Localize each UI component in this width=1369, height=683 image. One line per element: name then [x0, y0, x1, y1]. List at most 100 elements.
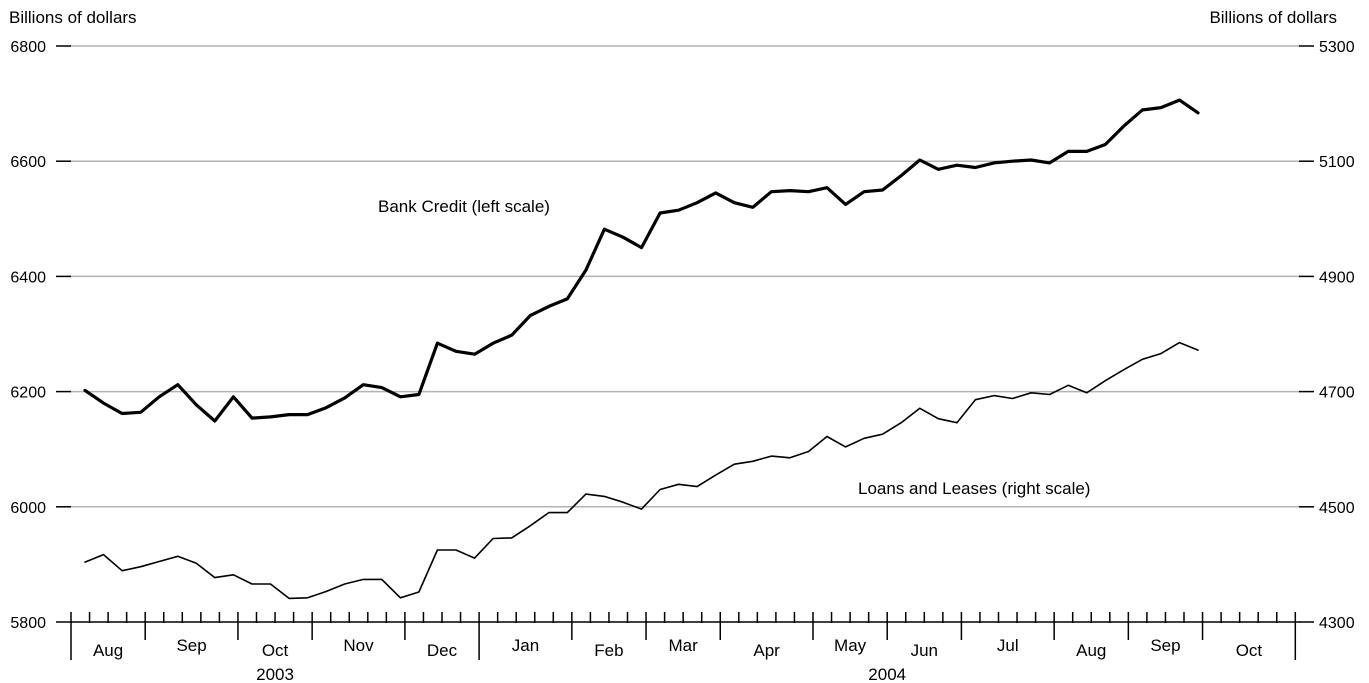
data-point — [808, 451, 809, 452]
data-point — [177, 384, 179, 386]
month-label: Aug — [1076, 641, 1106, 660]
year-label: 2004 — [868, 665, 906, 683]
data-point — [1104, 144, 1106, 145]
month-label: Dec — [427, 641, 458, 660]
data-point — [455, 350, 457, 352]
bank-credit-series — [83, 98, 1200, 423]
data-point — [140, 566, 142, 568]
data-point — [1179, 342, 1180, 344]
data-point — [1067, 150, 1069, 152]
data-point — [270, 416, 271, 418]
left-tick-label: 6400 — [10, 269, 46, 286]
left-axis: 6800 6600 6400 6200 6000 5800 — [10, 39, 71, 632]
data-point — [585, 269, 587, 271]
data-point — [974, 399, 976, 401]
data-point — [752, 206, 754, 208]
data-point — [492, 538, 494, 539]
data-point — [474, 557, 476, 559]
right-axis-title: Billions of dollars — [1209, 8, 1337, 27]
data-point — [733, 463, 735, 465]
data-point — [789, 190, 791, 192]
data-point — [214, 420, 216, 422]
data-point — [511, 334, 513, 336]
data-point — [307, 414, 309, 416]
data-point — [474, 353, 476, 355]
data-point — [659, 489, 661, 490]
data-point — [641, 508, 642, 510]
data-point — [585, 493, 587, 495]
right-axis: 5300 5100 4900 4700 4500 4300 — [1299, 39, 1355, 632]
data-point — [770, 191, 772, 193]
data-point — [418, 394, 420, 395]
data-point — [1067, 384, 1069, 386]
series-annotations: Bank Credit (left scale) Loans and Leases… — [378, 197, 1090, 498]
data-point — [937, 168, 939, 170]
data-point — [548, 512, 550, 514]
data-point — [603, 228, 605, 230]
data-point — [158, 396, 160, 398]
right-tick-label: 4500 — [1319, 500, 1355, 517]
data-point — [492, 342, 494, 344]
left-tick-label: 6600 — [10, 154, 46, 171]
data-point — [1179, 99, 1180, 101]
data-point — [1030, 392, 1032, 394]
data-point — [270, 583, 271, 585]
data-point — [1030, 159, 1032, 161]
data-point — [177, 555, 179, 557]
data-point — [455, 549, 457, 551]
data-point — [1123, 125, 1125, 127]
left-tick-label: 6800 — [10, 39, 46, 56]
data-point — [84, 561, 86, 563]
left-axis-title: Billions of dollars — [9, 8, 137, 27]
month-label: Jun — [911, 641, 938, 660]
data-point — [882, 433, 884, 435]
data-point — [919, 159, 921, 161]
data-point — [566, 512, 568, 514]
x-axis: Aug Sep Oct Nov Dec Jan Feb Mar Apr May Jun Jul Aug S… — [70, 612, 1300, 683]
bank-credit-label: Bank Credit (left scale) — [378, 197, 550, 216]
month-label: Sep — [1150, 636, 1180, 655]
data-point — [529, 525, 531, 527]
data-point — [1160, 353, 1162, 355]
series-lines — [83, 98, 1200, 600]
data-point — [826, 187, 828, 189]
data-point — [436, 549, 438, 551]
data-point — [622, 236, 624, 238]
month-label: Nov — [343, 636, 374, 655]
data-point — [381, 578, 383, 580]
right-tick-label: 4700 — [1319, 385, 1355, 402]
data-point — [529, 315, 531, 317]
data-point — [251, 417, 253, 419]
month-label: Aug — [93, 641, 123, 660]
data-point — [1049, 394, 1051, 395]
data-point — [1141, 358, 1143, 360]
right-tick-label: 4900 — [1319, 269, 1355, 286]
right-tick-label: 5100 — [1319, 154, 1355, 171]
data-point — [752, 460, 754, 462]
month-label: Mar — [669, 636, 699, 655]
data-point — [974, 167, 976, 168]
data-point — [103, 402, 104, 404]
data-point — [1197, 112, 1199, 114]
data-point — [1160, 107, 1162, 109]
loans-and-leases-series — [84, 341, 1199, 600]
month-label: Oct — [262, 641, 289, 660]
data-point — [1123, 369, 1125, 371]
data-point — [195, 404, 197, 406]
data-point — [325, 407, 327, 409]
data-point — [733, 202, 735, 204]
data-point — [770, 455, 772, 457]
data-point — [845, 203, 847, 205]
bank-credit-line — [83, 98, 1200, 423]
data-point — [362, 384, 364, 386]
data-point — [399, 396, 401, 398]
year-label: 2003 — [256, 665, 294, 683]
left-tick-label: 6000 — [10, 500, 46, 517]
data-point — [548, 305, 550, 307]
left-tick-label: 6200 — [10, 385, 46, 402]
data-point — [344, 583, 346, 585]
data-point — [232, 396, 234, 398]
month-label: Sep — [176, 636, 206, 655]
data-point — [900, 175, 902, 177]
data-point — [993, 395, 995, 397]
